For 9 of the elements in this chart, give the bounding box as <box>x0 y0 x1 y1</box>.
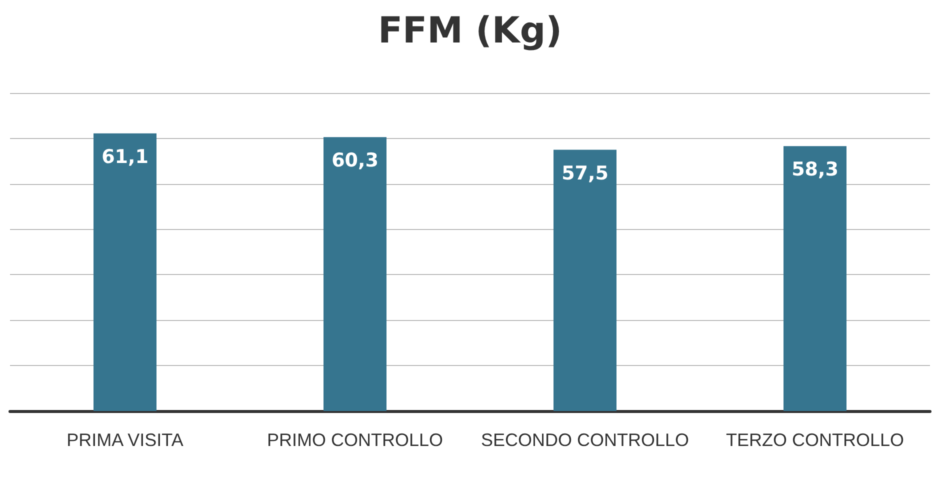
x-tick-label: PRIMO CONTROLLO <box>266 430 444 450</box>
data-label: 61,1 <box>102 146 148 168</box>
x-tick-label: TERZO CONTROLLO <box>726 430 904 450</box>
data-label: 60,3 <box>332 150 378 172</box>
x-tick-label: PRIMA VISITA <box>66 430 184 450</box>
chart-title: FFM (Kg) <box>378 10 562 52</box>
x-tick-label: SECONDO CONTROLLO <box>480 430 690 450</box>
data-label: 57,5 <box>562 162 608 184</box>
data-label: 58,3 <box>792 158 838 181</box>
